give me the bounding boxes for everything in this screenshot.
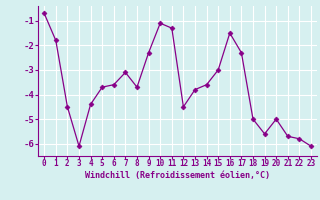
X-axis label: Windchill (Refroidissement éolien,°C): Windchill (Refroidissement éolien,°C) (85, 171, 270, 180)
